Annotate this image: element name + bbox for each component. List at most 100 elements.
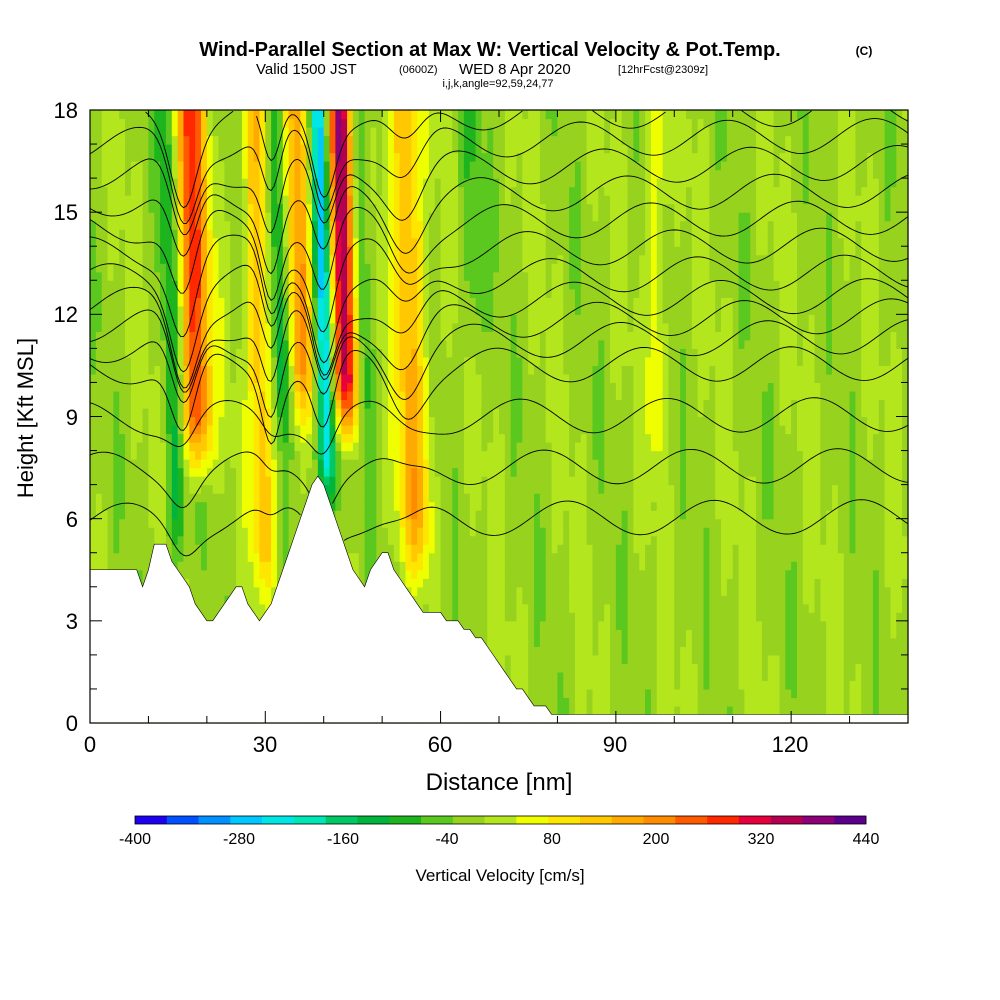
velocity-cell (165, 459, 173, 469)
velocity-cell (201, 118, 208, 128)
velocity-cell (417, 280, 424, 290)
velocity-cell (481, 535, 488, 545)
velocity-cell (347, 135, 354, 145)
velocity-cell (107, 433, 114, 443)
velocity-cell (212, 271, 220, 281)
velocity-cell (347, 416, 354, 426)
velocity-cell (317, 203, 325, 213)
velocity-cell (148, 348, 155, 358)
velocity-cell (300, 314, 307, 324)
velocity-cell (271, 178, 278, 188)
grid-indices: i,j,k,angle=92,59,24,77 (442, 78, 553, 90)
velocity-cell (452, 373, 459, 384)
velocity-cell (90, 305, 97, 315)
velocity-cell (95, 459, 103, 469)
velocity-cell (95, 322, 103, 332)
velocity-cell (294, 263, 301, 273)
velocity-cell (148, 356, 155, 367)
velocity-cell (317, 467, 325, 477)
velocity-cell (475, 297, 483, 307)
velocity-cell (218, 552, 225, 562)
velocity-cell (165, 169, 173, 179)
velocity-cell (236, 271, 243, 281)
velocity-cell (452, 476, 459, 486)
velocity-cell (241, 493, 249, 503)
velocity-cell (119, 493, 126, 503)
velocity-cell (236, 373, 243, 384)
velocity-cell (417, 322, 424, 332)
velocity-cell (247, 237, 255, 247)
velocity-cell (253, 297, 261, 307)
velocity-cell (434, 365, 442, 375)
velocity-cell (487, 220, 494, 230)
velocity-cell (358, 254, 366, 264)
velocity-cell (177, 178, 185, 188)
velocity-cell (113, 348, 120, 358)
velocity-cell (347, 169, 354, 179)
velocity-cell (341, 280, 348, 290)
velocity-cell (358, 484, 366, 494)
velocity-cell (469, 237, 477, 247)
velocity-cell (195, 476, 202, 486)
velocity-cell (90, 518, 97, 528)
velocity-cell (265, 254, 272, 264)
velocity-cell (241, 186, 249, 196)
velocity-cell (493, 569, 500, 579)
velocity-cell (317, 229, 325, 239)
velocity-cell (364, 246, 372, 256)
velocity-cell (177, 510, 185, 520)
velocity-cell (452, 510, 459, 520)
velocity-cell (294, 348, 301, 358)
velocity-cell (119, 178, 126, 188)
velocity-cell (300, 459, 307, 469)
velocity-cell (218, 382, 225, 392)
velocity-cell (411, 510, 418, 520)
velocity-cell (142, 416, 150, 426)
velocity-cell (370, 254, 377, 264)
velocity-cell (206, 382, 214, 392)
velocity-cell (341, 144, 348, 154)
velocity-cell (201, 135, 208, 145)
velocity-cell (352, 416, 360, 426)
velocity-cell (341, 203, 348, 213)
velocity-cell (393, 118, 401, 128)
velocity-cell (113, 203, 120, 213)
velocity-cell (160, 288, 167, 298)
velocity-cell (241, 280, 249, 290)
velocity-cell (253, 348, 261, 358)
velocity-cell (253, 416, 261, 426)
velocity-cell (405, 433, 412, 443)
velocity-cell (90, 510, 97, 520)
velocity-cell (329, 501, 336, 511)
velocity-cell (218, 178, 225, 188)
velocity-cell (247, 322, 255, 332)
velocity-cell (201, 484, 208, 494)
velocity-cell (446, 561, 453, 571)
velocity-cell (423, 348, 430, 358)
velocity-cell (376, 493, 383, 503)
velocity-cell (417, 535, 424, 545)
velocity-cell (475, 365, 483, 375)
velocity-cell (247, 552, 255, 562)
velocity-cell (224, 322, 231, 332)
velocity-cell (329, 169, 336, 179)
velocity-cell (236, 399, 243, 409)
velocity-cell (218, 569, 225, 579)
velocity-cell (195, 339, 202, 349)
velocity-cell (125, 484, 132, 494)
velocity-cell (411, 263, 418, 273)
velocity-cell (423, 237, 430, 247)
velocity-cell (206, 467, 214, 477)
velocity-cell (428, 127, 436, 137)
velocity-cell (230, 484, 237, 494)
velocity-cell (247, 288, 255, 298)
velocity-cell (458, 212, 465, 222)
velocity-cell (218, 501, 225, 511)
velocity-cell (481, 467, 488, 477)
velocity-cell (236, 297, 243, 307)
velocity-cell (300, 382, 307, 392)
velocity-cell (212, 484, 220, 494)
velocity-cell (323, 118, 331, 128)
velocity-cell (417, 586, 424, 596)
velocity-cell (323, 161, 331, 171)
